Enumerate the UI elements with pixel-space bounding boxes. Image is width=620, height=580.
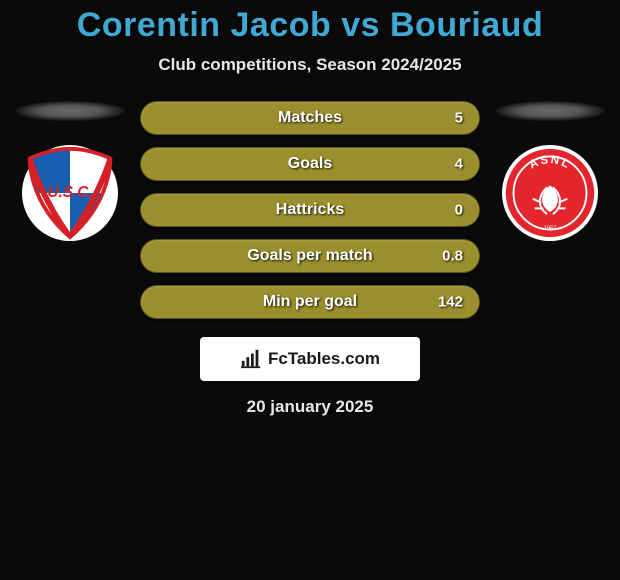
stat-bar: Matches 5 bbox=[140, 101, 480, 135]
stat-bar: Min per goal 142 bbox=[140, 285, 480, 319]
stat-label: Goals per match bbox=[247, 247, 372, 265]
comparison-title: Corentin Jacob vs Bouriaud bbox=[77, 6, 543, 45]
right-side-column: ASNL 1967 bbox=[490, 101, 610, 241]
club-badge-left: U.S.C. bbox=[22, 145, 118, 241]
subtitle: Club competitions, Season 2024/2025 bbox=[158, 55, 461, 75]
player-photo-shadow-left bbox=[15, 101, 125, 121]
stat-label: Goals bbox=[288, 155, 332, 173]
stat-value-right: 0.8 bbox=[442, 248, 463, 265]
main-row: U.S.C. Matches 5 Goals 4 Hattricks 0 Goals per… bbox=[0, 101, 620, 319]
stat-label: Min per goal bbox=[263, 293, 357, 311]
bar-chart-icon bbox=[240, 348, 262, 370]
stat-bar: Hattricks 0 bbox=[140, 193, 480, 227]
stat-bar: Goals per match 0.8 bbox=[140, 239, 480, 273]
stat-bar: Goals 4 bbox=[140, 147, 480, 181]
player-photo-shadow-right bbox=[495, 101, 605, 121]
svg-text:1967: 1967 bbox=[544, 225, 557, 231]
stat-label: Hattricks bbox=[276, 201, 344, 219]
stat-label: Matches bbox=[278, 109, 342, 127]
stat-value-right: 5 bbox=[455, 110, 463, 127]
stat-value-right: 142 bbox=[438, 294, 463, 311]
date-text: 20 january 2025 bbox=[247, 397, 374, 417]
vs-text: vs bbox=[341, 6, 380, 44]
infographic-root: Corentin Jacob vs Bouriaud Club competit… bbox=[0, 0, 620, 580]
stat-value-right: 0 bbox=[455, 202, 463, 219]
stat-value-right: 4 bbox=[455, 156, 463, 173]
badge-left-text: U.S.C. bbox=[47, 184, 92, 201]
player-name-right: Bouriaud bbox=[390, 6, 543, 44]
left-side-column: U.S.C. bbox=[10, 101, 130, 241]
player-name-left: Corentin Jacob bbox=[77, 6, 331, 44]
club-badge-right: ASNL 1967 bbox=[502, 145, 598, 241]
watermark-text: FcTables.com bbox=[268, 349, 380, 369]
watermark: FcTables.com bbox=[200, 337, 420, 381]
stat-bars: Matches 5 Goals 4 Hattricks 0 Goals per match 0… bbox=[140, 101, 480, 319]
